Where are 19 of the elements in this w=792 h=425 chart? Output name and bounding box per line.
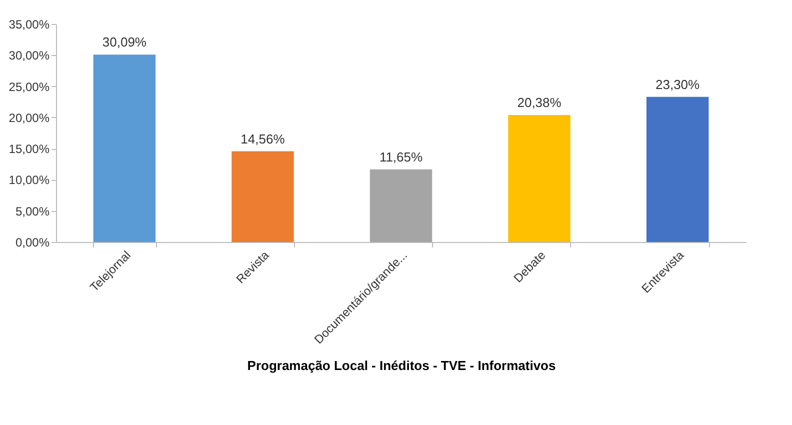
y-tick-label: 5,00% xyxy=(15,204,50,218)
data-label: 11,65% xyxy=(379,149,423,164)
bar xyxy=(646,96,709,242)
bar xyxy=(370,169,432,242)
data-label: 30,09% xyxy=(102,34,147,50)
y-tick-label: 20,00% xyxy=(8,110,50,125)
data-label: 20,38% xyxy=(517,95,562,110)
y-tick-label: 0,00% xyxy=(15,236,50,250)
bar xyxy=(508,115,570,242)
y-tick-label: 25,00% xyxy=(8,80,50,94)
bar xyxy=(93,54,156,242)
data-label: 23,30% xyxy=(656,76,700,92)
y-tick-label: 15,00% xyxy=(8,142,50,156)
data-label: 14,56% xyxy=(240,131,286,146)
y-tick-label: 10,00% xyxy=(8,173,50,188)
bar xyxy=(232,151,294,242)
x-axis-title: Programação Local - Inéditos - TVE - Informativos xyxy=(247,358,556,373)
y-tick-label: 35,00% xyxy=(8,18,50,32)
y-tick-label: 30,00% xyxy=(8,48,50,63)
